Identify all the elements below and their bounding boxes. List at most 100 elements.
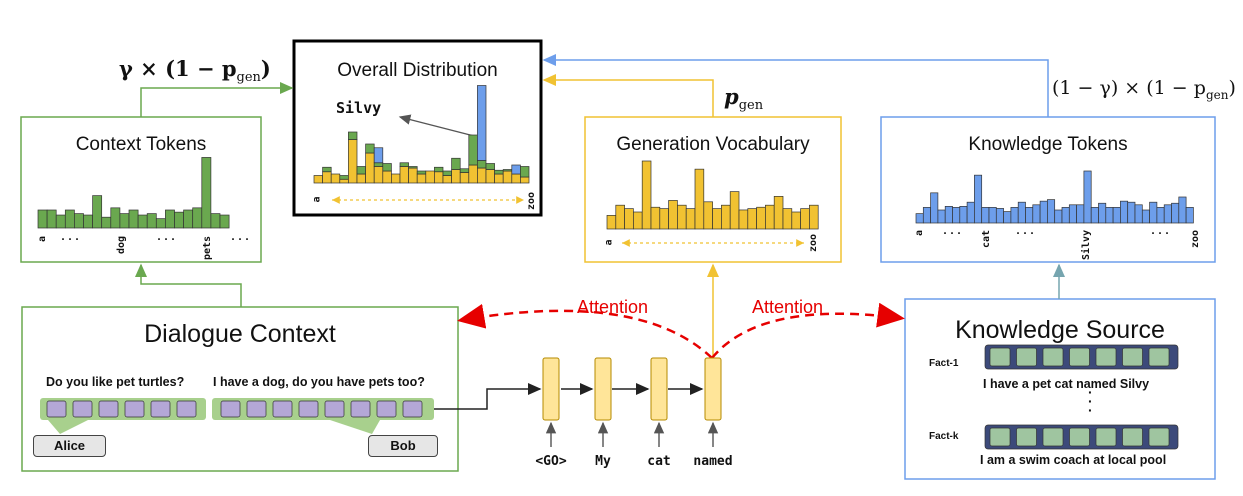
overall-bar-yellow (425, 170, 435, 184)
overall-axis-start: a (311, 196, 323, 203)
dialogue-token (298, 400, 319, 418)
generation-weight-formula: pgen (724, 84, 763, 113)
tick-label: zoo (1190, 229, 1201, 248)
dialogue-token (402, 400, 423, 418)
fact-1-text: I have a pet cat named Silvy (983, 377, 1150, 391)
knowledge-token-bar (1068, 204, 1077, 224)
tick-label: ... (942, 226, 964, 237)
knowledge-token-bar (1185, 207, 1194, 224)
knowledge-token-bar (1141, 209, 1150, 224)
dialogue-token (350, 400, 371, 418)
overall-distribution-box (292, 39, 543, 217)
context-token-bar (155, 218, 166, 229)
fact-token (1095, 347, 1117, 367)
generation-vocab-bars (606, 160, 819, 230)
dialogue-context-box (21, 306, 459, 472)
fact-k-text: I am a swim coach at local pool (980, 453, 1167, 467)
knowledge-token-bar (1083, 170, 1092, 224)
overall-bar-yellow (348, 139, 358, 184)
context-token-bar (74, 213, 84, 229)
fact-token (989, 347, 1011, 367)
decoder-token-label: named (693, 454, 733, 469)
overall-bar-green (408, 166, 418, 169)
context-token-bar (165, 209, 175, 229)
context-token-bar (146, 213, 157, 229)
generation-vocab-bar (633, 211, 643, 230)
dialogue-token (246, 400, 267, 418)
silvy-pointer-label: Silvy (336, 99, 382, 117)
context-weight-close: ) (260, 56, 271, 81)
tick-label: ... (230, 232, 252, 243)
context-token-bar (137, 214, 148, 229)
overall-bar-green (434, 166, 444, 173)
overall-bar-green (494, 169, 504, 175)
context-token-bar (174, 211, 184, 229)
knowledge-token-bar (1003, 211, 1012, 224)
knowledge-token-bar (1105, 207, 1114, 224)
dialogue-token (124, 400, 145, 418)
speaker-alice-badge: Alice (33, 435, 106, 457)
overall-bar-green (382, 163, 392, 172)
generation-vocab-bar (668, 200, 678, 230)
fact-ellipsis: · · · (1088, 384, 1093, 418)
overall-bar-yellow (477, 167, 487, 184)
knowledge-token-bar (1098, 202, 1107, 224)
overall-bar-green (339, 175, 349, 180)
decoder-token-label: cat (647, 454, 671, 469)
dialogue-context-title: Dialogue Context (144, 320, 336, 348)
tick-label: ... (156, 232, 178, 243)
generation-vocab-bar (729, 191, 740, 230)
overall-bar-yellow (442, 175, 452, 184)
knowledge-token-bar (922, 207, 931, 224)
generation-vocab-bar (694, 168, 705, 230)
context-token-bar (201, 157, 212, 229)
dialogue-token (272, 400, 293, 418)
generation-vocab-bar (677, 204, 687, 230)
generation-vocab-bar (615, 204, 625, 230)
fact-token (1069, 347, 1090, 367)
fact-token-strips (984, 344, 1179, 450)
context-token-bar (46, 209, 57, 229)
tick-label: dog (116, 235, 127, 254)
attention-left-arrow (457, 303, 713, 359)
overall-bar-yellow (468, 164, 478, 184)
generation-vocab-bar (606, 215, 617, 230)
dialogue-token (72, 400, 93, 418)
context-token-bar (210, 213, 221, 229)
overall-bar-green (485, 163, 495, 170)
generation-vocab-bar (747, 208, 757, 230)
overall-bar-green (442, 170, 452, 176)
fact-token (1042, 427, 1064, 447)
tick-label: ... (1150, 226, 1172, 237)
knowledge-token-bar (981, 207, 990, 224)
generation-vocab-bar (685, 208, 696, 230)
tick-label: ... (60, 232, 82, 243)
overall-bar-yellow (451, 169, 461, 184)
decoder-cell (542, 357, 560, 421)
generation-vocab-bar (650, 206, 661, 230)
generation-vocab-bar (624, 208, 634, 230)
overall-bar-yellow (408, 167, 418, 184)
generation-weight-sub: gen (738, 98, 764, 114)
context-token-bar (128, 209, 139, 229)
knowledge-token-bar (1156, 207, 1165, 224)
attention-right-label: Attention (752, 297, 824, 317)
knowledge-token-bar (1171, 202, 1180, 224)
overall-axis-end: zoo (526, 191, 537, 210)
fact-k-label: Fact-k (929, 431, 959, 442)
knowledge-token-bar (1112, 207, 1121, 224)
decoder-token-label: <GO> (535, 454, 567, 469)
generation-axis-end: zoo (808, 233, 819, 252)
knowledge-token-bar (930, 192, 939, 224)
overall-bar-green (399, 162, 409, 167)
overall-bar-green (322, 166, 332, 173)
knowledge-token-bar (1149, 201, 1158, 224)
knowledge-token-bar (1025, 207, 1034, 224)
generation-vocab-bar (641, 160, 652, 230)
context-token-bar (192, 207, 203, 229)
knowledge-token-bar (937, 209, 946, 224)
knowledge-source-title: Knowledge Source (955, 316, 1165, 344)
context-to-overall-arrow (140, 82, 294, 117)
attention-right-arrow (711, 302, 905, 359)
